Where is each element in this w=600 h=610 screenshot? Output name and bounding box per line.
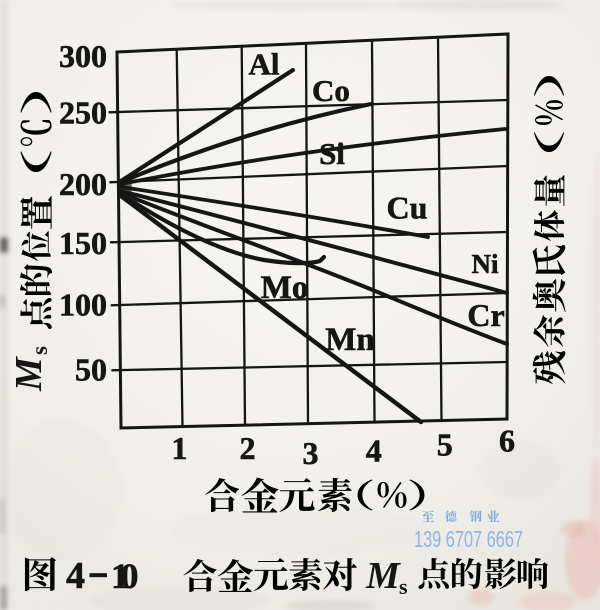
svg-text:Mo: Mo bbox=[261, 270, 309, 306]
svg-text:1: 1 bbox=[111, 556, 129, 596]
svg-text:300: 300 bbox=[59, 38, 107, 74]
svg-text:1: 1 bbox=[172, 430, 188, 466]
svg-text:Cu: Cu bbox=[387, 190, 428, 226]
svg-text:4: 4 bbox=[366, 433, 382, 469]
svg-text:250: 250 bbox=[59, 95, 107, 131]
svg-text:s: s bbox=[399, 574, 408, 599]
svg-text:139 6707 6667: 139 6707 6667 bbox=[414, 526, 523, 552]
svg-text:s: s bbox=[27, 346, 52, 355]
svg-text:6: 6 bbox=[499, 423, 515, 459]
svg-text:Mn: Mn bbox=[325, 322, 375, 358]
svg-text:M: M bbox=[365, 555, 401, 597]
svg-text:2: 2 bbox=[240, 430, 256, 466]
svg-text:5: 5 bbox=[437, 427, 453, 463]
svg-text:0: 0 bbox=[121, 556, 139, 596]
svg-text:Ni: Ni bbox=[472, 249, 499, 279]
svg-text:4: 4 bbox=[66, 555, 85, 597]
svg-text:M: M bbox=[8, 356, 50, 392]
svg-text:3: 3 bbox=[303, 435, 319, 471]
svg-text:200: 200 bbox=[59, 166, 107, 202]
svg-text:100: 100 bbox=[59, 287, 107, 323]
svg-text:50: 50 bbox=[75, 352, 107, 388]
svg-text:Si: Si bbox=[319, 136, 345, 171]
svg-text:Co: Co bbox=[312, 73, 350, 108]
svg-text:150: 150 bbox=[59, 225, 107, 261]
svg-text:Al: Al bbox=[249, 47, 280, 82]
svg-text:Cr: Cr bbox=[467, 297, 504, 333]
